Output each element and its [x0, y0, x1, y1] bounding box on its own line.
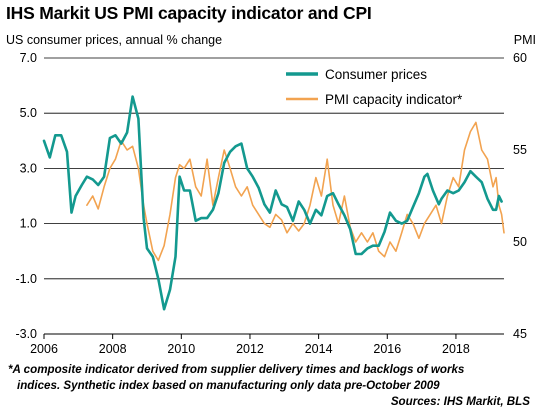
x-tick-label-5: 2016 [373, 342, 401, 356]
left-axis-ticks: 7.0 5.0 3.0 1.0 -1.0 -3.0 [15, 51, 37, 341]
left-tick-label-1: 5.0 [20, 106, 37, 120]
left-axis-label: US consumer prices, annual % change [6, 33, 222, 47]
left-tick-label-2: 3.0 [20, 161, 37, 175]
legend-consumer-prices-label: Consumer prices [325, 67, 427, 82]
left-tick-label-4: -1.0 [15, 272, 37, 286]
x-tick-label-4: 2014 [305, 342, 333, 356]
pmi-capacity-line [86, 121, 505, 262]
legend-pmi-capacity-label: PMI capacity indicator* [325, 92, 463, 107]
left-tick-label-3: 1.0 [20, 217, 37, 231]
x-tick-label-0: 2006 [30, 342, 58, 356]
x-axis: 2006 2008 2010 2012 2014 2016 2018 [30, 333, 504, 356]
footnote-line-1: *A composite indicator derived from supp… [8, 363, 465, 376]
footnote-line-2: indices. Synthetic index based on manufa… [17, 379, 440, 392]
x-tick-label-2: 2010 [167, 342, 195, 356]
gridlines [44, 57, 504, 335]
legend: Consumer prices PMI capacity indicator* [286, 67, 463, 107]
right-tick-label-0: 60 [513, 51, 527, 65]
x-tick-label-3: 2012 [236, 342, 264, 356]
left-tick-label-0: 7.0 [20, 51, 37, 65]
right-tick-label-1: 55 [513, 143, 527, 157]
right-tick-label-3: 45 [513, 327, 527, 341]
sources-note: Sources: IHS Markit, BLS [390, 395, 530, 408]
chart-title: IHS Markit US PMI capacity indicator and… [6, 3, 372, 23]
x-tick-label-6: 2018 [442, 342, 470, 356]
x-tick-label-1: 2008 [99, 342, 127, 356]
right-axis-label: PMI [514, 33, 536, 47]
right-tick-label-2: 50 [513, 235, 527, 249]
consumer-prices-line [42, 95, 503, 311]
right-axis-ticks: 60 55 50 45 [513, 51, 527, 341]
series-lines [42, 95, 505, 311]
left-tick-label-5: -3.0 [15, 327, 37, 341]
